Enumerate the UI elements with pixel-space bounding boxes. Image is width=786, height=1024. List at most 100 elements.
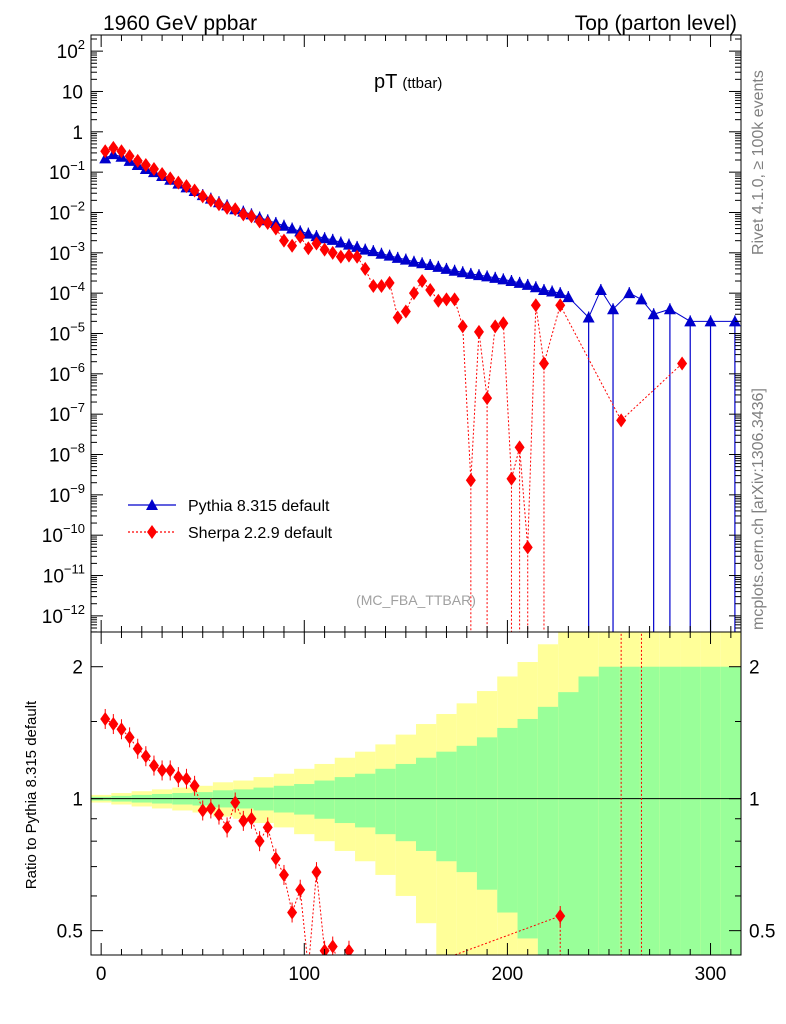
marker-sherpa	[246, 209, 257, 224]
legend: Pythia 8.315 default Sherpa 2.2.9 defaul…	[128, 498, 333, 542]
legend-marker-pythia	[146, 499, 158, 510]
marker-sherpa	[197, 189, 208, 204]
marker-pythia	[302, 227, 315, 239]
y-tick-label: 10−8	[49, 441, 85, 467]
ratio-marker-sherpa	[132, 741, 143, 756]
ratio-ylabel: Ratio to Pythia 8.315 default	[23, 700, 40, 889]
ratio-marker-sherpa	[124, 730, 135, 745]
marker-pythia	[383, 249, 396, 261]
legend-label-sherpa: Sherpa 2.2.9 default	[188, 525, 333, 542]
marker-sherpa	[148, 161, 159, 176]
uncertainty-band-green	[639, 666, 660, 955]
marker-pythia	[456, 266, 469, 278]
ratio-frame	[90, 631, 742, 956]
uncertainty-band-green	[558, 692, 579, 955]
marker-sherpa	[384, 275, 395, 290]
legend-entry-sherpa: Sherpa 2.2.9 default	[128, 525, 333, 542]
uncertainty-band-green	[395, 763, 416, 842]
marker-pythia	[464, 267, 477, 279]
marker-sherpa	[157, 166, 168, 181]
marker-pythia	[521, 278, 534, 290]
marker-sherpa	[352, 249, 363, 264]
marker-pythia	[342, 238, 355, 250]
analysis-label: (MC_FBA_TTBAR)	[356, 592, 476, 608]
marker-sherpa	[457, 319, 468, 334]
ratio-marker-sherpa	[295, 882, 306, 897]
ratio-marker-sherpa	[205, 801, 216, 816]
uncertainty-band-green	[456, 745, 477, 873]
uncertainty-band-green	[598, 666, 620, 955]
marker-sherpa	[522, 540, 533, 555]
marker-sherpa	[514, 440, 525, 455]
ratio-marker-sherpa	[189, 778, 200, 793]
uncertainty-band-green	[700, 666, 721, 955]
uncertainty-band-green	[578, 676, 599, 955]
legend-marker-sherpa	[147, 525, 157, 539]
marker-sherpa	[213, 197, 224, 212]
marker-sherpa	[278, 233, 289, 248]
marker-pythia	[334, 236, 347, 248]
ratio-marker-sherpa	[360, 981, 370, 995]
marker-sherpa	[181, 179, 192, 194]
y-tick-label: 1	[72, 123, 83, 144]
marker-sherpa	[530, 298, 541, 313]
marker-pythia	[391, 251, 404, 263]
y-tick-label: 10−12	[42, 602, 85, 628]
marker-sherpa	[538, 356, 549, 371]
marker-pythia	[562, 291, 575, 303]
marker-pythia	[623, 287, 636, 299]
marker-sherpa	[311, 236, 322, 251]
ratio-y-tick-label: 1	[72, 790, 83, 811]
marker-pythia	[375, 247, 388, 259]
marker-sherpa	[230, 202, 241, 217]
uncertainty-band-green	[334, 777, 356, 824]
marker-pythia	[663, 303, 676, 315]
marker-sherpa	[677, 356, 688, 371]
marker-sherpa	[132, 153, 143, 168]
marker-sherpa	[433, 293, 444, 308]
y-tick-label: 10−7	[49, 400, 85, 426]
marker-pythia	[432, 260, 445, 272]
marker-pythia	[424, 258, 437, 270]
marker-pythia	[359, 243, 372, 255]
marker-sherpa	[425, 282, 436, 297]
ratio-marker-sherpa	[311, 865, 322, 880]
marker-sherpa	[295, 229, 306, 244]
marker-pythia	[728, 315, 741, 327]
marker-sherpa	[270, 221, 281, 236]
marker-sherpa	[555, 298, 566, 313]
marker-pythia	[318, 232, 331, 244]
marker-sherpa	[506, 471, 517, 486]
ratio-marker-sherpa	[173, 770, 184, 785]
marker-pythia	[326, 233, 339, 245]
marker-sherpa	[441, 292, 452, 307]
ratio-marker-sherpa	[278, 867, 289, 882]
marker-pythia	[537, 283, 550, 295]
ratio-marker-sherpa	[197, 803, 208, 818]
marker-sherpa	[173, 175, 184, 190]
ratio-y-tick-label-right: 1	[749, 790, 760, 811]
header-right: Top (parton level)	[575, 12, 737, 35]
x-tick-label: 0	[96, 964, 107, 985]
ratio-line-sherpa	[104, 718, 561, 955]
ratio-marker-sherpa	[100, 711, 111, 726]
marker-sherpa	[165, 171, 176, 186]
x-tick-label: 300	[695, 964, 727, 985]
marker-sherpa	[417, 274, 428, 289]
marker-sherpa	[254, 214, 265, 229]
uncertainty-band-green	[355, 773, 376, 828]
marker-pythia	[635, 293, 648, 305]
marker-pythia	[277, 219, 290, 231]
marker-sherpa	[189, 183, 200, 198]
uncertainty-band-green	[619, 666, 640, 955]
marker-pythia	[440, 262, 453, 274]
uncertainty-band-green	[659, 666, 681, 955]
ratio-y-tick-label-right: 2	[749, 658, 760, 679]
uncertainty-band-green	[680, 666, 701, 955]
marker-pythia	[448, 264, 461, 276]
marker-sherpa	[368, 279, 379, 294]
rivet-version-label: Rivet 4.1.0, ≥ 100k events	[750, 70, 767, 255]
marker-sherpa	[140, 158, 151, 173]
marker-pythia	[554, 287, 567, 299]
uncertainty-band-green	[416, 757, 437, 851]
